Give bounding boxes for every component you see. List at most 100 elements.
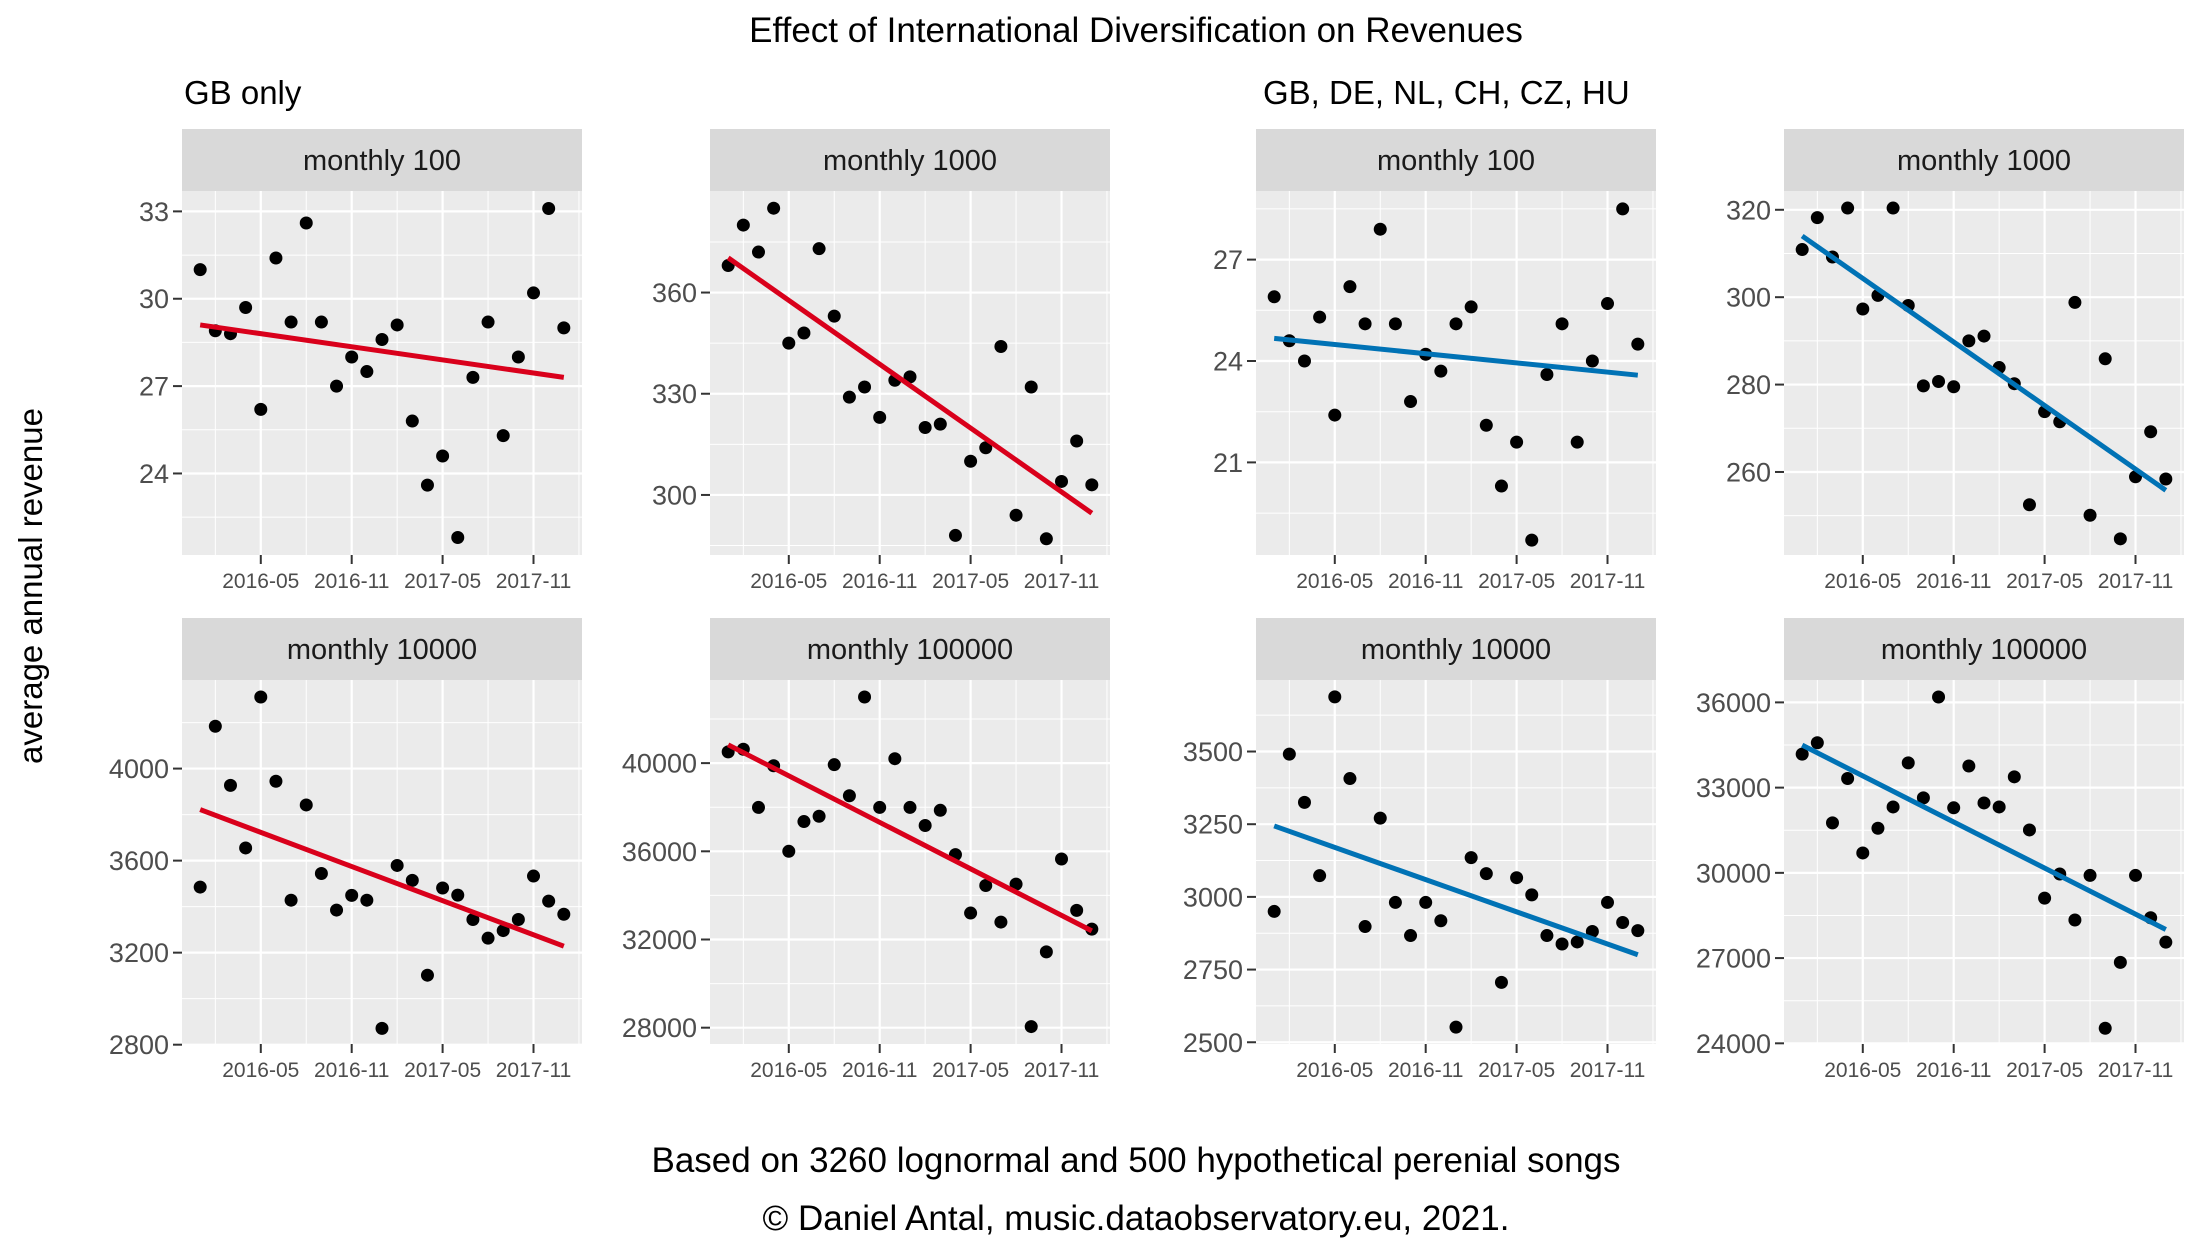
panel-3: monthly 100 21 24 27 2016-05 2016-11 2017-05 20… (1213, 129, 1656, 593)
data-point (1856, 846, 1870, 860)
panel-1: monthly 100 24 27 30 33 2016-05 2016-11 2017-05… (139, 129, 582, 593)
y-tick-label: 30000 (1696, 858, 1771, 888)
y-tick-label: 4000 (109, 754, 169, 784)
data-point (345, 350, 359, 364)
data-point (1585, 354, 1599, 368)
data-point (405, 414, 419, 428)
data-point (1631, 337, 1645, 351)
y-tick-label: 28000 (622, 1013, 697, 1043)
data-point (1373, 811, 1387, 825)
data-point (948, 528, 962, 542)
panel-4: monthly 1000 260 280 300 320 2016-05 2016-11 20… (1726, 129, 2184, 593)
y-tick-label: 2750 (1183, 955, 1243, 985)
x-tick-label: 2017-05 (1478, 1059, 1555, 1082)
facet-strip-label: monthly 1000 (1897, 145, 2071, 177)
x-tick-label: 2016-11 (1916, 1059, 1992, 1082)
data-point (299, 216, 313, 230)
x-tick-label: 2017-05 (2006, 1059, 2083, 1082)
data-point (979, 878, 993, 892)
y-tick-label: 32000 (622, 925, 697, 955)
y-tick-label: 280 (1726, 370, 1771, 400)
data-point (451, 531, 465, 545)
panel-7: monthly 10000 2500 2750 3000 3250 3500 2016-05… (1183, 618, 1656, 1082)
facet-strip-label: monthly 100 (1377, 145, 1535, 177)
trend-line (199, 322, 565, 380)
data-point (1267, 904, 1281, 918)
data-point (420, 968, 434, 982)
data-point (1570, 935, 1584, 949)
data-point (1419, 895, 1433, 909)
data-point (1024, 1020, 1038, 1034)
y-tick-label: 3250 (1183, 810, 1243, 840)
x-tick-label: 2017-11 (2098, 1059, 2174, 1082)
data-point (496, 429, 510, 443)
trend-line (1800, 233, 2168, 493)
panel-5: monthly 10000 2800 3200 3600 4000 2016-05 2016… (109, 618, 582, 1082)
data-point (1916, 791, 1930, 805)
data-point (1585, 924, 1599, 938)
y-tick-label: 30 (139, 284, 169, 314)
trend-line (1801, 742, 2167, 932)
data-point (2038, 891, 2052, 905)
data-point (360, 893, 374, 907)
facet-strip-label: monthly 100000 (1881, 634, 2087, 666)
data-point (390, 858, 404, 872)
data-point (1343, 772, 1357, 786)
data-point (903, 800, 917, 814)
data-point (994, 915, 1008, 929)
data-point (1267, 290, 1281, 304)
data-point (842, 390, 856, 404)
data-point (1449, 1020, 1463, 1034)
data-point (2068, 295, 2082, 309)
data-point (1070, 903, 1084, 917)
data-point (269, 774, 283, 788)
figure-title: Effect of International Diversification … (749, 11, 1523, 50)
data-point (1388, 895, 1402, 909)
data-point (390, 318, 404, 332)
data-point (345, 888, 359, 902)
y-tick-label: 3000 (1183, 882, 1243, 912)
y-tick-label: 24 (1213, 347, 1243, 377)
group-label-gb-only: GB only (184, 74, 302, 111)
data-point (1616, 915, 1630, 929)
data-point (858, 380, 872, 394)
data-point (527, 869, 541, 883)
data-point (2144, 425, 2158, 439)
data-point (1449, 317, 1463, 331)
data-point (888, 752, 902, 766)
data-point (314, 315, 328, 329)
x-tick-label: 2016-11 (1916, 570, 1992, 593)
y-tick-label: 24000 (1696, 1029, 1771, 1059)
facet-strip (1256, 129, 1656, 191)
facet-strip-label: monthly 100 (303, 145, 461, 177)
data-point (284, 893, 298, 907)
data-point (918, 819, 932, 833)
data-point (314, 867, 328, 881)
data-point (1494, 975, 1508, 989)
data-point (873, 410, 887, 424)
data-point (451, 888, 465, 902)
data-point (1886, 800, 1900, 814)
facet-strip (710, 618, 1110, 680)
data-point (1055, 852, 1069, 866)
x-tick-label: 2017-05 (2006, 570, 2083, 593)
data-point (1373, 222, 1387, 236)
x-tick-label: 2017-05 (932, 570, 1009, 593)
data-point (1282, 747, 1296, 761)
y-tick-label: 27 (139, 372, 169, 402)
data-point (1810, 736, 1824, 750)
data-point (284, 315, 298, 329)
data-point (858, 690, 872, 704)
facet-strip-label: monthly 10000 (1361, 634, 1551, 666)
y-tick-label: 33 (139, 197, 169, 227)
data-point (782, 336, 796, 350)
data-point (751, 245, 765, 259)
x-tick-label: 2016-05 (1296, 570, 1373, 593)
data-point (542, 894, 556, 908)
data-point (1358, 317, 1372, 331)
data-point (557, 907, 571, 921)
data-point (2113, 955, 2127, 969)
data-point (933, 803, 947, 817)
x-tick-label: 2016-05 (750, 570, 827, 593)
